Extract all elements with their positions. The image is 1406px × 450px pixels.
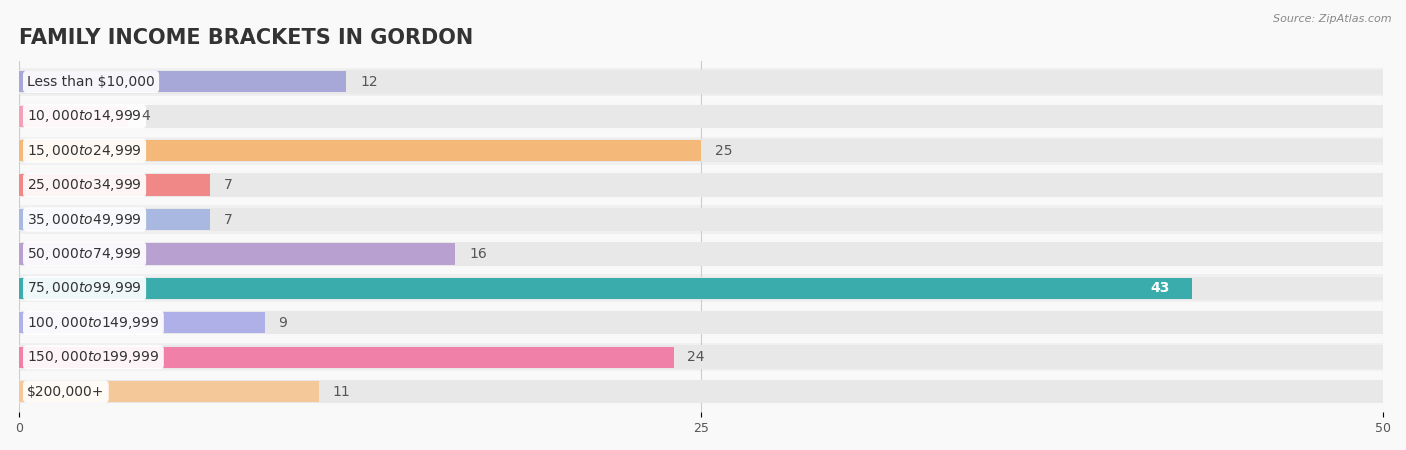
Bar [20, 311, 1384, 334]
Bar [20, 309, 1384, 337]
Text: 7: 7 [224, 178, 232, 192]
Bar [20, 171, 1384, 199]
Bar [20, 70, 1384, 94]
Text: $50,000 to $74,999: $50,000 to $74,999 [27, 246, 142, 262]
Text: $10,000 to $14,999: $10,000 to $14,999 [27, 108, 142, 124]
Bar [20, 240, 1384, 268]
Text: 11: 11 [333, 385, 350, 399]
Bar [20, 346, 1384, 369]
Text: 4: 4 [142, 109, 150, 123]
Bar [20, 243, 456, 265]
Text: 43: 43 [1152, 281, 1170, 295]
Text: 16: 16 [470, 247, 486, 261]
Bar [20, 242, 1384, 266]
Text: 24: 24 [688, 350, 704, 364]
Bar [20, 106, 128, 127]
Text: 7: 7 [224, 212, 232, 226]
Text: 12: 12 [360, 75, 378, 89]
Text: $100,000 to $149,999: $100,000 to $149,999 [27, 315, 160, 331]
Text: $35,000 to $49,999: $35,000 to $49,999 [27, 212, 142, 228]
Text: Source: ZipAtlas.com: Source: ZipAtlas.com [1274, 14, 1392, 23]
Text: $15,000 to $24,999: $15,000 to $24,999 [27, 143, 142, 159]
Text: $150,000 to $199,999: $150,000 to $199,999 [27, 349, 160, 365]
Bar [20, 140, 702, 162]
Bar [20, 208, 1384, 231]
Text: $75,000 to $99,999: $75,000 to $99,999 [27, 280, 142, 297]
Bar [20, 380, 1384, 403]
Bar [20, 71, 346, 93]
Bar [20, 136, 1384, 165]
Text: FAMILY INCOME BRACKETS IN GORDON: FAMILY INCOME BRACKETS IN GORDON [20, 28, 474, 49]
Bar [20, 205, 1384, 234]
Bar [20, 312, 264, 333]
Bar [20, 209, 209, 230]
Bar [20, 139, 1384, 162]
Text: Less than $10,000: Less than $10,000 [27, 75, 155, 89]
Bar [20, 346, 673, 368]
Bar [20, 175, 209, 196]
Bar [20, 173, 1384, 197]
Bar [20, 278, 1192, 299]
Bar [20, 277, 1384, 300]
Text: 9: 9 [278, 316, 287, 330]
Bar [20, 104, 1384, 128]
Bar [20, 343, 1384, 371]
Bar [20, 378, 1384, 406]
Bar [20, 274, 1384, 302]
Text: 25: 25 [714, 144, 733, 158]
Bar [20, 102, 1384, 130]
Bar [20, 68, 1384, 96]
Text: $25,000 to $34,999: $25,000 to $34,999 [27, 177, 142, 193]
Bar [20, 381, 319, 402]
Text: $200,000+: $200,000+ [27, 385, 104, 399]
